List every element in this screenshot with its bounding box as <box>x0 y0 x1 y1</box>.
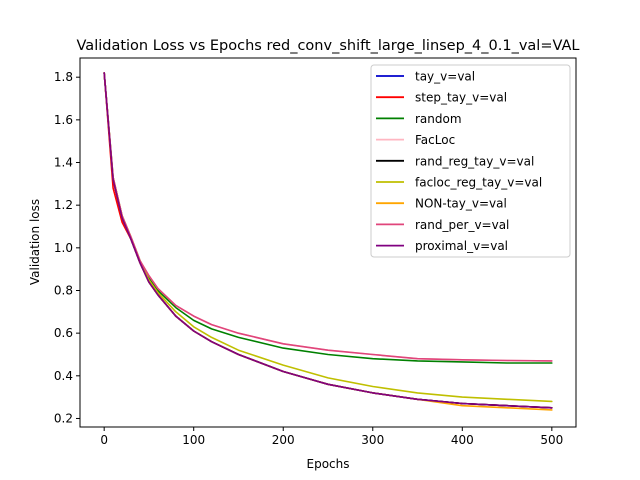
x-tick-label: 500 <box>540 433 563 447</box>
y-tick-label: 1.2 <box>54 198 73 212</box>
legend-label: rand_per_v=val <box>415 218 509 232</box>
y-axis-label: Validation loss <box>28 199 42 285</box>
legend-label: proximal_v=val <box>415 239 508 253</box>
legend-label: FacLoc <box>415 133 455 147</box>
x-ticks: 0 100 200 300 400 500 <box>100 427 563 447</box>
y-ticks: 0.2 0.4 0.6 0.8 1.0 1.2 1.4 1.6 1.8 <box>54 70 80 425</box>
x-axis-label: Epochs <box>307 457 350 471</box>
series-layer <box>103 72 553 411</box>
series-line-proximal_v=val <box>103 72 553 409</box>
legend-label: tay_v=val <box>415 70 475 84</box>
y-tick-label: 1.0 <box>54 241 73 255</box>
legend-label: facloc_reg_tay_v=val <box>415 176 542 190</box>
y-tick-label: 0.4 <box>54 369 73 383</box>
legend-box <box>370 64 571 258</box>
legend-label: step_tay_v=val <box>415 91 507 105</box>
legend-label: NON-tay_v=val <box>415 197 507 211</box>
x-tick-label: 200 <box>272 433 295 447</box>
x-tick-label: 400 <box>451 433 474 447</box>
x-tick-label: 100 <box>182 433 205 447</box>
y-tick-label: 0.2 <box>54 411 73 425</box>
y-tick-label: 0.6 <box>54 326 73 340</box>
x-tick-label: 0 <box>100 433 108 447</box>
y-tick-label: 1.4 <box>54 156 73 170</box>
legend-label: rand_reg_tay_v=val <box>415 154 534 168</box>
legend-label: random <box>415 112 462 126</box>
y-tick-label: 1.6 <box>54 113 73 127</box>
chart-title: Validation Loss vs Epochs red_conv_shift… <box>77 38 580 54</box>
y-tick-label: 1.8 <box>54 70 73 84</box>
x-tick-label: 300 <box>361 433 384 447</box>
series-line-rand_per_v=val <box>103 72 553 362</box>
axes-frame <box>79 57 577 428</box>
y-tick-label: 0.8 <box>54 283 73 297</box>
